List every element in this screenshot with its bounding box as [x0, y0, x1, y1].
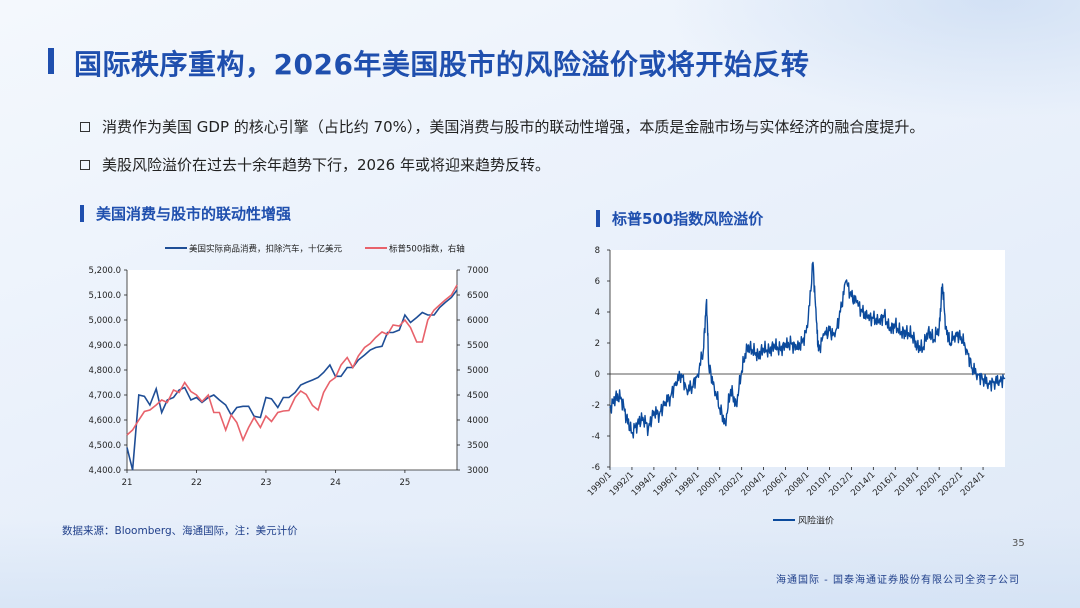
y-tick-label-right: 3000 — [467, 466, 489, 476]
y-tick-label-right: 6000 — [467, 316, 489, 326]
x-tick-label: 2024/1 — [959, 470, 987, 498]
legend-label-risk-premium: 风险溢价 — [798, 515, 834, 527]
y-tick-label-left: 4,400.0 — [89, 466, 121, 476]
y-tick-label: -4 — [592, 432, 600, 442]
page-title: 国际秩序重构，2026年美国股市的风险溢价或将开始反转 — [74, 48, 810, 81]
y-tick-label-right: 5000 — [467, 366, 489, 376]
right-subtitle-bar — [596, 210, 600, 227]
data-source-note: 数据来源：Bloomberg、海通国际，注：美元计价 — [62, 525, 298, 537]
left-chart-subtitle: 美国消费与股市的联动性增强 — [96, 205, 292, 223]
y-tick-label-left: 5,000.0 — [89, 316, 121, 326]
series-line-risk-premium — [609, 261, 1006, 439]
risk-premium-chart: 8 6 4 2 0 -2 -4 -6 1990/11992/11994/11996/11998… — [586, 246, 1006, 527]
bullet-item-consumption: 消费作为美国 GDP 的核心引擎（占比约 70%），美国消费与股市的联动性增强，… — [80, 116, 924, 137]
y-tick-label-left: 4,800.0 — [89, 366, 121, 376]
y-tick-label: 8 — [595, 246, 600, 256]
bullet-item-risk-premium: 美股风险溢价在过去十余年趋势下行，2026 年或将迎来趋势反转。 — [80, 154, 550, 175]
y-tick-label: 4 — [595, 308, 600, 318]
background-decoration-bottom — [0, 518, 1080, 608]
bullet-text-consumption: 消费作为美国 GDP 的核心引擎（占比约 70%），美国消费与股市的联动性增强，… — [102, 118, 925, 136]
background-decoration-top — [660, 0, 1080, 120]
y-tick-label-right: 4500 — [467, 391, 489, 401]
x-tick-label: 23 — [261, 478, 272, 488]
y-axis-left: 5,200.0 5,100.0 5,000.0 4,900.0 4,800.0 4,700… — [89, 266, 127, 476]
y-tick-label-left: 4,600.0 — [89, 416, 121, 426]
legend-label-sp500: 标普500指数，右轴 — [389, 244, 465, 255]
y-axis-right: 7000 6500 6000 5500 5000 4500 4000 3500 3000 — [457, 266, 489, 476]
y-tick-label: 2 — [595, 339, 600, 349]
checkbox-bullet-icon — [80, 121, 90, 132]
legend-label-consumption: 美国实际商品消费，扣除汽车，十亿美元 — [189, 244, 343, 255]
checkbox-bullet-icon — [80, 159, 90, 170]
y-axis: 8 6 4 2 0 -2 -4 -6 — [592, 246, 610, 473]
title-accent-bar — [48, 48, 54, 74]
legend: 风险溢价 — [773, 515, 834, 527]
y-tick-label-right: 7000 — [467, 266, 489, 276]
y-tick-label: -2 — [592, 401, 600, 411]
footer-company: 海通国际 - 国泰海通证券股份有限公司全资子公司 — [776, 575, 1020, 586]
y-tick-label-left: 5,100.0 — [89, 291, 121, 301]
y-tick-label: 0 — [595, 370, 600, 380]
consumption-sp500-chart: 美国实际商品消费，扣除汽车，十亿美元 标普500指数，右轴 5,200.0 5,1… — [89, 244, 489, 489]
plot-area — [127, 270, 457, 470]
y-tick-label-left: 4,900.0 — [89, 341, 121, 351]
x-tick-label: 25 — [399, 478, 410, 488]
x-axis: 21 22 23 24 25 — [122, 470, 410, 488]
y-tick-label-left: 5,200.0 — [89, 266, 121, 276]
legend: 美国实际商品消费，扣除汽车，十亿美元 标普500指数，右轴 — [165, 244, 465, 255]
x-tick-label: 22 — [191, 478, 202, 488]
left-subtitle-bar — [80, 205, 84, 222]
y-tick-label-right: 6500 — [467, 291, 489, 301]
x-tick-label: 21 — [122, 478, 133, 488]
plot-area — [610, 250, 1005, 467]
y-tick-label: -6 — [592, 463, 600, 473]
series-line-sp500 — [126, 284, 458, 443]
y-tick-label: 6 — [595, 277, 600, 287]
y-tick-label-left: 4,700.0 — [89, 391, 121, 401]
right-chart-subtitle: 标普500指数风险溢价 — [612, 210, 764, 228]
y-tick-label-right: 3500 — [467, 441, 489, 451]
y-tick-label-left: 4,500.0 — [89, 441, 121, 451]
y-tick-label-right: 5500 — [467, 341, 489, 351]
page-number: 35 — [1012, 538, 1025, 549]
bullet-text-risk-premium: 美股风险溢价在过去十余年趋势下行，2026 年或将迎来趋势反转。 — [102, 156, 550, 174]
x-tick-label: 24 — [330, 478, 341, 488]
y-tick-label-right: 4000 — [467, 416, 489, 426]
x-axis: 1990/11992/11994/11996/11998/12000/12002… — [586, 467, 987, 498]
